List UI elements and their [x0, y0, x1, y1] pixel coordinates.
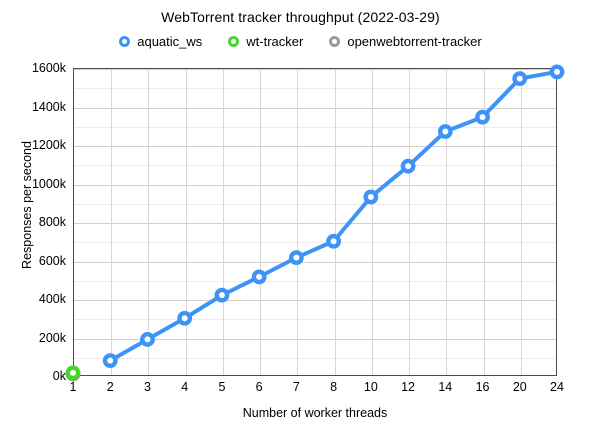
gridline-vertical	[334, 69, 336, 375]
x-axis-tick-label: 1	[69, 380, 77, 394]
y-axis-tick-label: 1000k	[31, 176, 66, 191]
data-point-marker[interactable]	[512, 71, 528, 86]
gridline-vertical	[185, 69, 187, 375]
gridline-horizontal	[74, 261, 556, 263]
gridline-horizontal-minor	[74, 165, 556, 167]
gridline-horizontal-minor	[74, 242, 556, 244]
data-point-marker[interactable]	[437, 124, 453, 139]
x-axis-tick-label: 24	[550, 380, 564, 394]
x-axis-tick-label: 6	[255, 380, 263, 394]
data-point-marker[interactable]	[251, 269, 267, 285]
legend-item-wt-tracker[interactable]: wt-tracker	[228, 34, 303, 49]
series-line	[108, 69, 559, 363]
gridline-horizontal-minor	[74, 280, 556, 282]
x-axis-tick-label: 2	[106, 380, 114, 394]
x-axis-tick-label: 3	[143, 380, 151, 394]
gridline-vertical	[297, 69, 299, 375]
chart-title: WebTorrent tracker throughput (2022-03-2…	[161, 9, 440, 25]
legend-item-label: openwebtorrent-tracker	[347, 34, 482, 49]
gridline-horizontal-minor	[74, 126, 556, 128]
y-axis-ticks: 0k 200k 400k 600k 800k 1000k 1200k 1400k 1600k	[0, 61, 66, 383]
plot-area-wrapper	[65, 64, 565, 382]
y-axis-tick-label: 0k	[52, 369, 66, 383]
data-point-marker[interactable]	[326, 233, 342, 249]
data-point-marker[interactable]	[549, 64, 565, 80]
gridline-vertical	[222, 69, 224, 375]
y-axis-tick-label: 1600k	[31, 61, 66, 75]
legend-marker-icon	[329, 36, 341, 47]
x-axis-tick-label: 8	[330, 380, 338, 394]
legend-item-openwebtorrent-tracker[interactable]: openwebtorrent-tracker	[329, 34, 482, 49]
gridline-horizontal-minor	[74, 357, 556, 359]
x-axis-tick-label: 4	[181, 380, 189, 394]
gridline-vertical	[446, 69, 448, 375]
legend-marker-icon	[119, 36, 131, 47]
y-axis-tick-label: 200k	[38, 330, 66, 345]
data-point-marker[interactable]	[288, 250, 304, 266]
gridline-horizontal-minor	[74, 319, 556, 321]
y-axis-tick-label: 1200k	[31, 138, 66, 152]
y-axis-tick-label: 1400k	[31, 99, 66, 114]
x-axis-tick-label: 20	[512, 380, 527, 394]
gridline-vertical	[409, 69, 411, 375]
gridline-horizontal	[74, 300, 556, 301]
data-point-marker[interactable]	[65, 365, 81, 381]
x-axis-tick-label: 10	[363, 380, 378, 394]
data-point-marker[interactable]	[177, 310, 193, 326]
gridline-horizontal	[74, 184, 556, 186]
data-point-marker[interactable]	[400, 158, 416, 174]
x-axis-tick-label: 7	[292, 380, 300, 394]
gridline-vertical	[148, 69, 150, 375]
chart-legend: aquatic_ws wt-tracker openwebtorrent-tra…	[0, 34, 601, 49]
gridline-vertical	[483, 69, 485, 375]
gridline-horizontal	[74, 146, 556, 147]
x-axis-tick-label: 12	[401, 380, 416, 394]
gridline-horizontal-minor	[74, 88, 556, 90]
data-point-marker[interactable]	[140, 332, 155, 347]
legend-item-label: wt-tracker	[246, 34, 304, 49]
y-axis-tick-label: 800k	[38, 215, 66, 229]
gridline-vertical	[260, 69, 262, 375]
gridline-horizontal	[74, 223, 556, 224]
gridline-vertical	[111, 69, 113, 375]
data-point-marker[interactable]	[363, 189, 379, 205]
gridline-horizontal-minor	[74, 203, 556, 205]
gridline-horizontal	[74, 69, 556, 70]
y-axis-tick-label: 600k	[38, 253, 66, 268]
data-series-layer	[65, 64, 565, 382]
legend-marker-icon	[228, 36, 240, 47]
x-axis-tick-label: 14	[438, 380, 453, 394]
y-axis-title: Responses per second	[20, 141, 34, 269]
gridline-horizontal	[74, 338, 556, 340]
x-axis-title: Number of worker threads	[242, 406, 388, 420]
data-point-marker[interactable]	[102, 353, 118, 368]
gridline-horizontal	[74, 107, 556, 109]
data-point-marker[interactable]	[475, 109, 490, 125]
gridline-vertical	[520, 69, 522, 375]
legend-item-aquatic-ws[interactable]: aquatic_ws	[119, 34, 202, 49]
x-axis-ticks: 1 2 3 4 5 6 7 8 10 12 14 16 20 24	[69, 380, 564, 400]
x-axis-tick-label: 16	[475, 380, 490, 394]
x-axis-tick-label: 5	[218, 380, 226, 394]
gridline-vertical	[371, 69, 373, 375]
y-axis-tick-label: 400k	[38, 292, 66, 306]
data-point-marker[interactable]	[214, 287, 230, 303]
plot-area	[73, 68, 557, 376]
legend-item-label: aquatic_ws	[137, 34, 203, 49]
